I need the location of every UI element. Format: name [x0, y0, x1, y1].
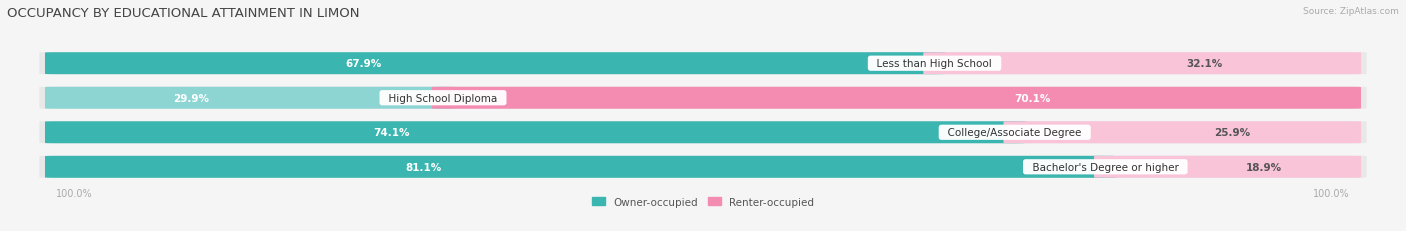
FancyBboxPatch shape: [45, 87, 454, 109]
FancyBboxPatch shape: [45, 156, 1116, 178]
Text: 25.9%: 25.9%: [1215, 128, 1250, 138]
Text: 70.1%: 70.1%: [1014, 93, 1050, 103]
FancyBboxPatch shape: [924, 53, 1361, 75]
Text: 29.9%: 29.9%: [173, 93, 209, 103]
Text: 74.1%: 74.1%: [374, 128, 411, 138]
FancyBboxPatch shape: [45, 122, 1026, 144]
Text: OCCUPANCY BY EDUCATIONAL ATTAINMENT IN LIMON: OCCUPANCY BY EDUCATIONAL ATTAINMENT IN L…: [7, 7, 360, 20]
FancyBboxPatch shape: [39, 156, 1367, 178]
Text: 18.9%: 18.9%: [1246, 162, 1282, 172]
FancyBboxPatch shape: [39, 87, 1367, 109]
Legend: Owner-occupied, Renter-occupied: Owner-occupied, Renter-occupied: [588, 193, 818, 211]
Text: 32.1%: 32.1%: [1187, 59, 1223, 69]
Text: Source: ZipAtlas.com: Source: ZipAtlas.com: [1303, 7, 1399, 16]
FancyBboxPatch shape: [432, 87, 1361, 109]
Text: 100.0%: 100.0%: [56, 188, 93, 198]
FancyBboxPatch shape: [1094, 156, 1361, 178]
Text: 100.0%: 100.0%: [1313, 188, 1350, 198]
FancyBboxPatch shape: [39, 53, 1367, 75]
Text: 81.1%: 81.1%: [405, 162, 441, 172]
Text: Bachelor's Degree or higher: Bachelor's Degree or higher: [1025, 162, 1185, 172]
Text: High School Diploma: High School Diploma: [382, 93, 503, 103]
Text: Less than High School: Less than High School: [870, 59, 998, 69]
FancyBboxPatch shape: [45, 53, 946, 75]
Text: 67.9%: 67.9%: [346, 59, 382, 69]
FancyBboxPatch shape: [1004, 122, 1361, 144]
Text: College/Associate Degree: College/Associate Degree: [941, 128, 1088, 138]
FancyBboxPatch shape: [39, 122, 1367, 144]
